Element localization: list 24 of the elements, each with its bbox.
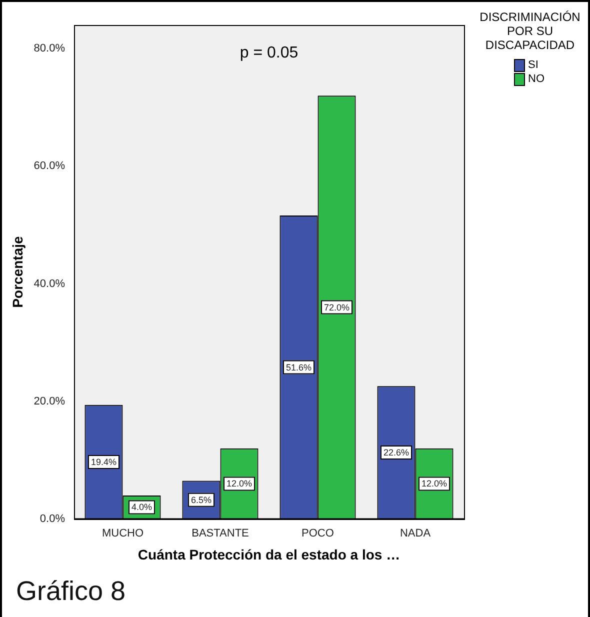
- text: Gráfico 8: [16, 576, 126, 607]
- x-tick-label: POCO: [302, 528, 334, 540]
- data-label: 51.6%: [286, 362, 312, 372]
- data-label: 72.0%: [324, 302, 350, 312]
- y-tick-label: 60.0%: [34, 160, 66, 172]
- y-axis-title: Porcentaje: [9, 236, 26, 308]
- data-label: 22.6%: [383, 448, 409, 458]
- x-tick-label: BASTANTE: [192, 528, 249, 540]
- y-tick-label: 0.0%: [40, 513, 66, 526]
- x-tick-label: MUCHO: [102, 528, 144, 540]
- y-tick-label: 40.0%: [34, 278, 66, 290]
- data-label: 12.0%: [226, 478, 252, 489]
- annotation: p = 0.05: [240, 44, 298, 62]
- legend-title: DISCRIMINACIÓN POR SU DISCAPACIDAD: [478, 10, 582, 52]
- y-tick-label: 80.0%: [34, 42, 66, 55]
- y-tick-label: 20.0%: [34, 395, 66, 408]
- legend-label: SI: [528, 58, 538, 72]
- legend-label: NO: [528, 72, 544, 86]
- data-label: 4.0%: [131, 502, 152, 512]
- x-axis-title: Cuánta Protección da el estado a los …: [138, 546, 400, 562]
- x-tick-label: NADA: [400, 528, 432, 540]
- data-label: 19.4%: [90, 456, 116, 467]
- data-label: 12.0%: [421, 478, 448, 489]
- data-label: 6.5%: [190, 494, 212, 505]
